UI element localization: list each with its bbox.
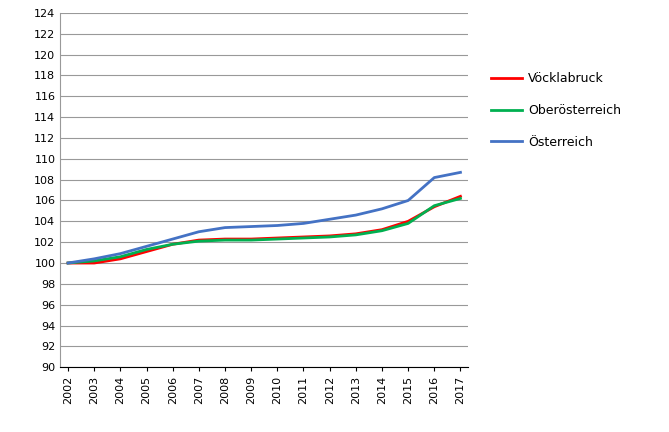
Vöcklabruck: [274, 235, 282, 241]
Vöcklabruck: [326, 233, 334, 238]
Vöcklabruck: [142, 249, 151, 254]
Oberösterreich: [169, 241, 177, 247]
Vöcklabruck: [247, 236, 255, 241]
Vöcklabruck: [169, 241, 177, 247]
Legend: Vöcklabruck, Oberösterreich, Österreich: Vöcklabruck, Oberösterreich, Österreich: [491, 72, 622, 149]
Oberösterreich: [300, 235, 308, 241]
Oberösterreich: [142, 247, 151, 252]
Vöcklabruck: [64, 260, 72, 266]
Österreich: [247, 224, 255, 229]
Österreich: [430, 175, 438, 180]
Oberösterreich: [247, 238, 255, 243]
Österreich: [169, 236, 177, 241]
Oberösterreich: [404, 221, 412, 226]
Line: Oberösterreich: Oberösterreich: [68, 198, 460, 263]
Österreich: [404, 198, 412, 203]
Oberösterreich: [64, 260, 72, 266]
Vöcklabruck: [195, 238, 203, 243]
Österreich: [195, 229, 203, 234]
Österreich: [64, 260, 72, 266]
Vöcklabruck: [378, 227, 386, 232]
Österreich: [300, 221, 308, 226]
Oberösterreich: [430, 203, 438, 208]
Vöcklabruck: [300, 235, 308, 240]
Vöcklabruck: [404, 219, 412, 224]
Oberösterreich: [116, 254, 124, 259]
Vöcklabruck: [456, 194, 464, 199]
Oberösterreich: [195, 238, 203, 244]
Österreich: [90, 256, 98, 261]
Oberösterreich: [274, 236, 282, 241]
Österreich: [456, 170, 464, 175]
Österreich: [221, 225, 229, 230]
Oberösterreich: [456, 196, 464, 201]
Line: Vöcklabruck: Vöcklabruck: [68, 196, 460, 263]
Oberösterreich: [352, 232, 360, 238]
Vöcklabruck: [221, 236, 229, 241]
Österreich: [352, 213, 360, 218]
Vöcklabruck: [430, 204, 438, 210]
Österreich: [326, 217, 334, 222]
Line: Österreich: Österreich: [68, 172, 460, 263]
Vöcklabruck: [90, 260, 98, 266]
Österreich: [274, 223, 282, 228]
Österreich: [116, 251, 124, 256]
Vöcklabruck: [116, 256, 124, 261]
Österreich: [142, 244, 151, 249]
Oberösterreich: [378, 228, 386, 233]
Österreich: [378, 206, 386, 211]
Vöcklabruck: [352, 231, 360, 236]
Oberösterreich: [221, 238, 229, 243]
Oberösterreich: [326, 235, 334, 240]
Oberösterreich: [90, 258, 98, 264]
